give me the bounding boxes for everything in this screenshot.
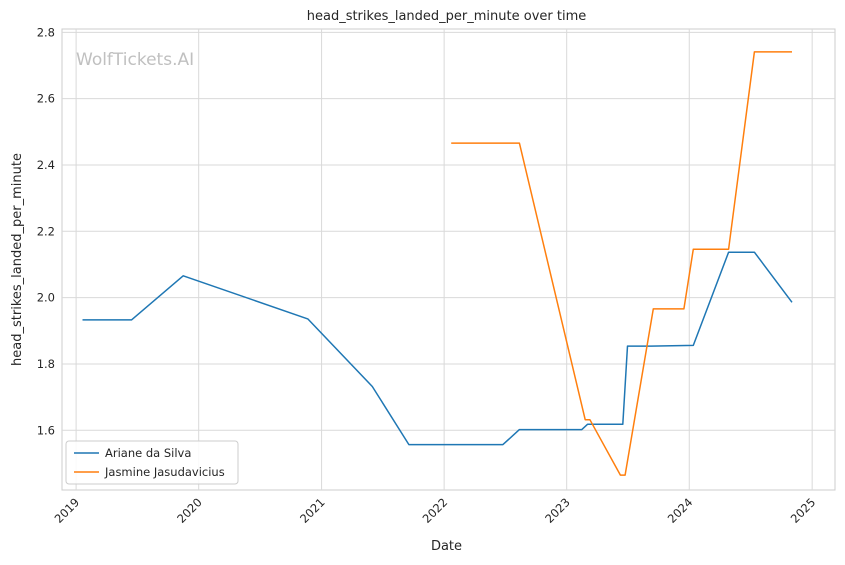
grid [62, 29, 835, 490]
series-layer [82, 51, 793, 476]
x-tick-label: 2022 [420, 495, 451, 526]
y-tick-label: 1.8 [37, 357, 55, 371]
y-tick-label: 1.6 [37, 423, 55, 437]
x-tick-label: 2020 [174, 495, 205, 526]
y-tick-label: 2.8 [37, 25, 55, 39]
x-tick-label: 2021 [297, 495, 328, 526]
y-tick-label: 2.0 [37, 291, 55, 305]
x-tick-label: 2025 [788, 495, 819, 526]
plot-area [61, 28, 836, 491]
y-tick-label: 2.4 [37, 158, 55, 172]
legend-label-ariane: Ariane da Silva [105, 446, 191, 460]
legend-box [65, 440, 239, 485]
legend-label-jasmine: Jasmine Jasudavicius [104, 465, 225, 479]
y-axis-label: head_strikes_landed_per_minute [10, 153, 25, 366]
x-tick-label: 2019 [52, 495, 83, 526]
y-tick-label: 2.6 [37, 92, 55, 106]
series-line-ariane-da-silva [82, 251, 793, 446]
watermark: WolfTickets.AI [76, 50, 194, 70]
series-line-jasmine-jasudavicius [451, 51, 792, 476]
x-tick-label: 2024 [665, 495, 696, 526]
legend: Ariane da Silva Jasmine Jasudavicius [65, 440, 239, 485]
x-axis-label: Date [431, 539, 462, 554]
x-tick-label: 2023 [542, 495, 573, 526]
chart-title: head_strikes_landed_per_minute over time [307, 9, 587, 24]
y-tick-label: 2.2 [37, 224, 55, 238]
